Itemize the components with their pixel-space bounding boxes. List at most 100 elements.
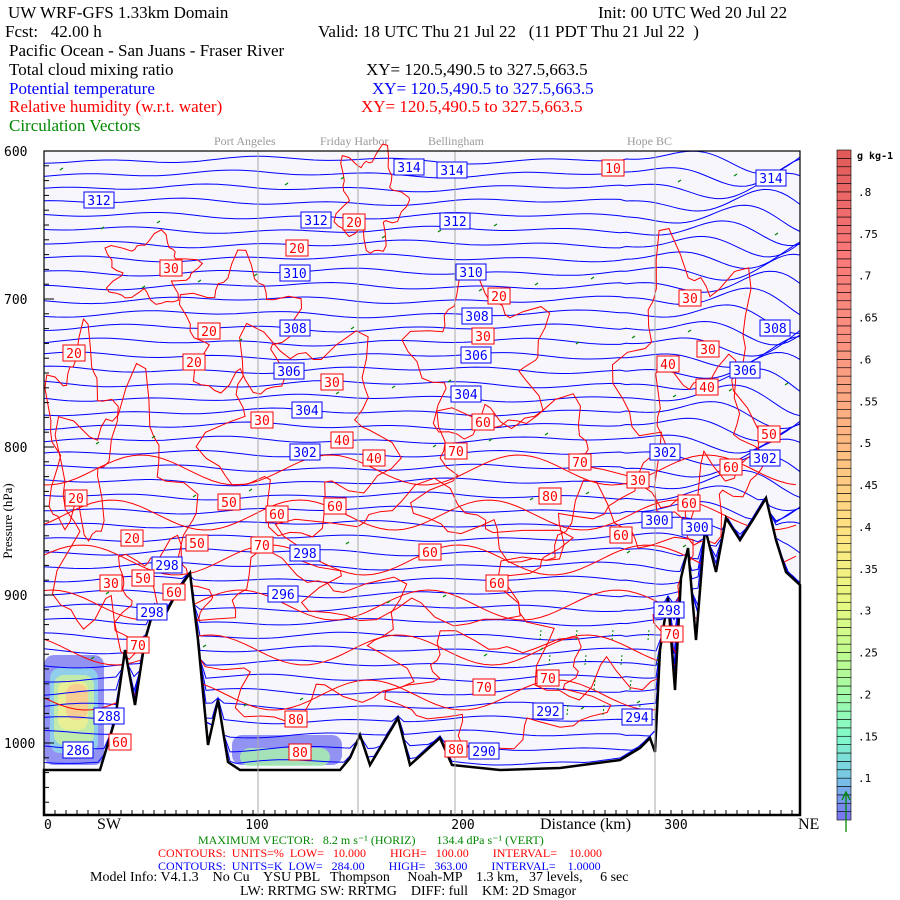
rh-label: 20 [201, 325, 217, 340]
theta-label: 294 [625, 711, 649, 726]
rh-label-box [197, 322, 221, 340]
field-rh-label: Relative humidity (w.r.t. water) [9, 97, 223, 116]
x-tick-label: 200 [451, 818, 474, 833]
field-theta-xy: XY= 120.5,490.5 to 327.5,663.5 [372, 79, 594, 98]
colorbar-cell [836, 174, 852, 184]
vector-arrow [345, 541, 350, 545]
rh-label: 30 [324, 376, 340, 391]
theta-label-box [729, 361, 761, 379]
vector-arrow [243, 703, 248, 707]
rh-label-box [472, 678, 496, 696]
field-cloud-label: Total cloud mixing ratio [9, 60, 174, 79]
rh-label-box [330, 431, 354, 449]
colorbar-cell [836, 660, 852, 670]
rh-label: 60 [613, 529, 629, 544]
vector-arrow [611, 629, 614, 641]
rh-label: 30 [254, 414, 270, 429]
vector-arrow [442, 594, 447, 598]
rh-label: 30 [103, 577, 119, 592]
y-axis-label: Pressure (hPa) [0, 483, 15, 558]
theta-label-box [621, 708, 653, 726]
rh-label-box [362, 449, 386, 467]
contour-labels: 314 314 314 312 312 312 310 310 308 308 308 306 306 3… [62, 158, 791, 761]
rh-label-box [185, 534, 209, 552]
field-vectors-label: Circulation Vectors [9, 116, 141, 135]
rh-label: 70 [664, 628, 680, 643]
theta-label-box [279, 264, 311, 282]
colorbar-cell [836, 618, 852, 628]
rh-label-box [418, 543, 442, 561]
vector-arrow [626, 550, 631, 554]
colorbar-cell [836, 811, 852, 821]
colorbar-cell [836, 409, 852, 419]
vector-arrow [784, 382, 789, 386]
theta-label-box [649, 443, 681, 461]
model-title: UW WRF-GFS 1.33km Domain [8, 3, 229, 22]
rh-label: 60 [112, 736, 128, 751]
theta-label-box [641, 511, 673, 529]
theta-label: 286 [66, 744, 89, 759]
colorbar-cell [836, 350, 852, 360]
colorbar-units: g kg-1 [857, 151, 893, 162]
rh-label: 30 [700, 343, 716, 358]
rh-label: 80 [448, 743, 464, 758]
colorbar-cell [836, 610, 852, 620]
rh-label: 60 [422, 546, 438, 561]
colorbar-cell [836, 250, 852, 260]
theta-label: 306 [733, 364, 756, 379]
theta-contour-line [43, 188, 801, 212]
theta-label: 298 [293, 547, 316, 562]
colorbar-tick-label: .2 [858, 688, 871, 701]
rh-label-box [626, 471, 650, 489]
vector-arrow [584, 654, 587, 666]
theta-contour-info: CONTOURS: UNITS=K LOW= 284.00 HIGH= 363.… [158, 859, 601, 873]
rh-label: 70 [130, 639, 146, 654]
vector-arrow [156, 220, 161, 224]
rh-label: 40 [366, 452, 382, 467]
rh-label-box [131, 569, 155, 587]
theta-label-box [653, 601, 685, 619]
theta-label-box [436, 161, 468, 179]
vector-arrow [534, 282, 539, 286]
rh-label-box [678, 289, 702, 307]
colorbar-cell [836, 576, 852, 586]
location-lines [257, 151, 656, 815]
theta-contour-line [43, 287, 801, 316]
y-tick-label: 1000 [4, 737, 35, 752]
rh-label-box [696, 340, 720, 358]
vector-arrow [90, 656, 95, 660]
rh-label: 60 [489, 577, 505, 592]
vector-arrow [602, 704, 605, 716]
rh-contour-line [498, 479, 694, 701]
theta-contour-line [43, 417, 801, 442]
colorbar-cell [836, 442, 852, 452]
rh-label-box [568, 453, 592, 471]
theta-label: 298 [155, 559, 178, 574]
vector-arrow [585, 491, 590, 495]
colorbar: .1 .15 .2 .25 .3 .35 .4 .45 .5 .55 .6 .65 .7 .75 .8 g k… [836, 149, 893, 832]
rh-label: 20 [68, 492, 84, 507]
rh-label-box [323, 497, 347, 515]
rh-contour-line [104, 229, 204, 305]
rh-label-box [217, 493, 241, 511]
vector-arrow [340, 176, 345, 180]
theta-label: 306 [277, 365, 300, 380]
rh-label: 50 [221, 496, 237, 511]
colorbar-cell [836, 283, 852, 293]
theta-label: 300 [645, 514, 668, 529]
rh-contour-line [43, 499, 797, 531]
rh-label: 20 [491, 290, 507, 305]
theta-label: 312 [443, 215, 466, 230]
theta-contour-line [43, 384, 801, 417]
rh-label: 60 [723, 461, 739, 476]
colorbar-cell [836, 384, 852, 394]
rh-label: 60 [327, 500, 343, 515]
rh-label: 70 [540, 672, 556, 687]
vector-arrow [432, 444, 437, 448]
theta-label: 312 [304, 214, 327, 229]
theta-contour-line [43, 454, 801, 478]
rh-contour-line [401, 264, 551, 440]
vector-arrow [100, 226, 105, 230]
colorbar-tick-label: .1 [858, 772, 871, 785]
vector-arrow [733, 173, 738, 177]
